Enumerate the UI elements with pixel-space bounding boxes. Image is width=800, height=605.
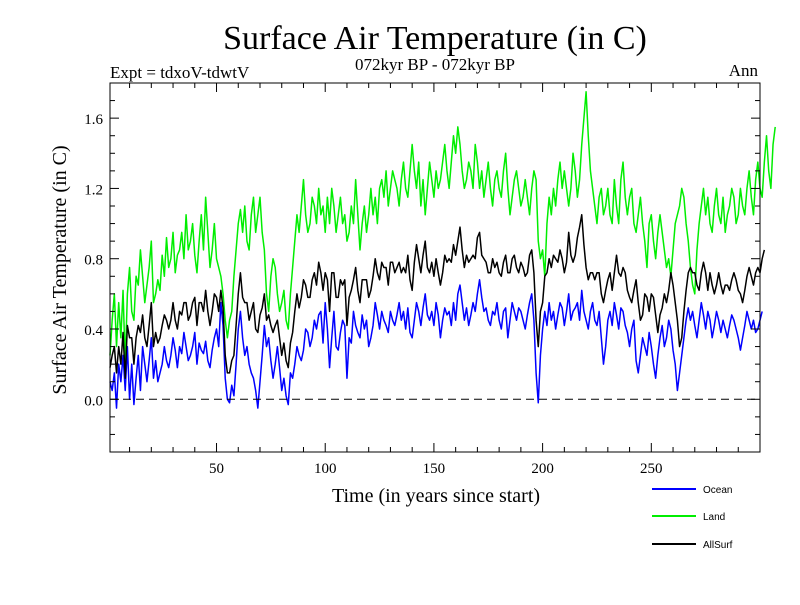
x-axis-label: Time (in years since start) xyxy=(332,485,540,507)
y-tick-label: 0.0 xyxy=(84,393,103,409)
series-line-allsurf xyxy=(109,214,766,379)
legend-label-allsurf: AllSurf xyxy=(703,540,733,551)
y-tick-label: 0.8 xyxy=(84,253,103,269)
legend-label-land: Land xyxy=(703,512,725,523)
x-tick-label: 150 xyxy=(423,461,446,477)
legend: Ocean Land AllSurf xyxy=(652,485,733,551)
experiment-label: Expt = tdxoV-tdwtV xyxy=(110,63,250,82)
chart-title: Surface Air Temperature (in C) xyxy=(223,20,647,57)
x-tick-label: 100 xyxy=(314,461,337,477)
period-label: 072kyr BP - 072kyr BP xyxy=(355,55,515,74)
plot-frame xyxy=(109,82,761,453)
x-tick-label: 200 xyxy=(531,461,554,477)
y-tick-label: 0.4 xyxy=(84,323,103,339)
series-line-ocean xyxy=(109,279,763,409)
y-axis-label: Surface Air Temperature (in C) xyxy=(49,145,71,394)
series-line-land xyxy=(109,91,776,365)
x-tick-label: 50 xyxy=(209,461,224,477)
season-label: Ann xyxy=(729,61,759,80)
y-tick-label: 1.2 xyxy=(84,182,103,198)
series-layer xyxy=(109,91,776,409)
x-tick-label: 250 xyxy=(640,461,663,477)
legend-label-ocean: Ocean xyxy=(703,485,732,496)
axes-layer: 0.0 0.4 0.8 1.2 1.6 50 100 150 200 250 xyxy=(84,82,761,477)
y-tick-label: 1.6 xyxy=(84,112,103,128)
